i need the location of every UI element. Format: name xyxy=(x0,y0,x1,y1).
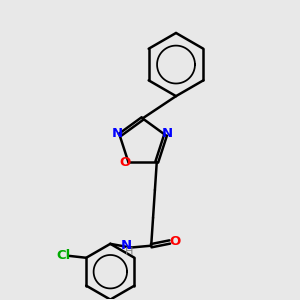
Text: N: N xyxy=(162,127,173,140)
Text: O: O xyxy=(120,156,131,169)
Text: H: H xyxy=(124,248,133,257)
Text: Cl: Cl xyxy=(56,249,70,262)
Text: N: N xyxy=(121,239,132,252)
Text: N: N xyxy=(112,127,123,140)
Text: O: O xyxy=(169,236,180,248)
